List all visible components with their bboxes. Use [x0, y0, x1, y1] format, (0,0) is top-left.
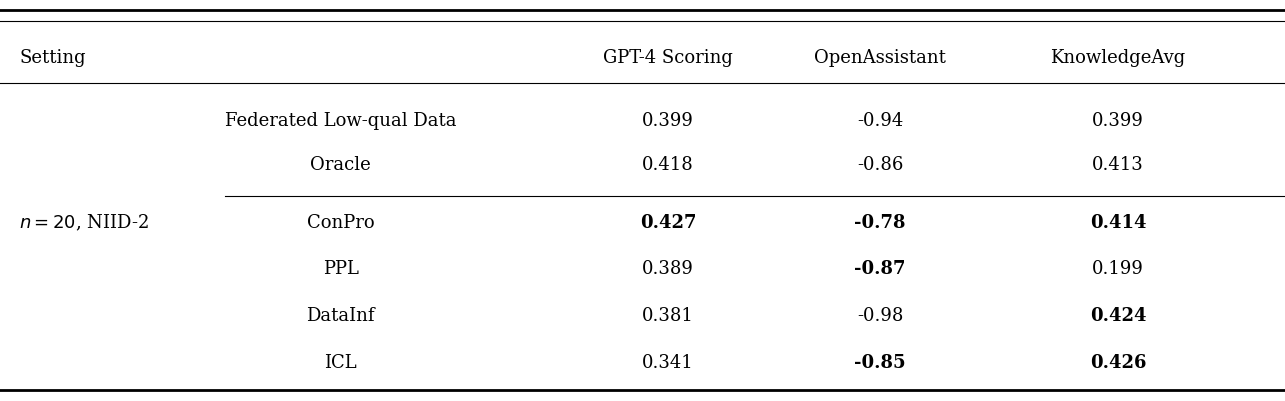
Text: 0.399: 0.399: [642, 111, 694, 129]
Text: -0.86: -0.86: [857, 156, 903, 173]
Text: GPT-4 Scoring: GPT-4 Scoring: [603, 49, 734, 67]
Text: KnowledgeAvg: KnowledgeAvg: [1050, 49, 1186, 67]
Text: 0.424: 0.424: [1090, 306, 1146, 324]
Text: -0.78: -0.78: [855, 214, 906, 231]
Text: 0.399: 0.399: [1092, 111, 1144, 129]
Text: 0.341: 0.341: [642, 353, 694, 371]
Text: ConPro: ConPro: [307, 214, 374, 231]
Text: -0.94: -0.94: [857, 111, 903, 129]
Text: -0.85: -0.85: [855, 353, 906, 371]
Text: Setting: Setting: [19, 49, 86, 67]
Text: 0.199: 0.199: [1092, 260, 1144, 277]
Text: 0.413: 0.413: [1092, 156, 1144, 173]
Text: Federated Low-qual Data: Federated Low-qual Data: [225, 111, 456, 129]
Text: 0.426: 0.426: [1090, 353, 1146, 371]
Text: 0.414: 0.414: [1090, 214, 1146, 231]
Text: -0.87: -0.87: [855, 260, 906, 277]
Text: 0.427: 0.427: [640, 214, 696, 231]
Text: Oracle: Oracle: [310, 156, 371, 173]
Text: 0.418: 0.418: [642, 156, 694, 173]
Text: 0.389: 0.389: [642, 260, 694, 277]
Text: OpenAssistant: OpenAssistant: [815, 49, 946, 67]
Text: 0.381: 0.381: [642, 306, 694, 324]
Text: -0.98: -0.98: [857, 306, 903, 324]
Text: ICL: ICL: [324, 353, 357, 371]
Text: PPL: PPL: [323, 260, 359, 277]
Text: $n = 20$, NIID-2: $n = 20$, NIID-2: [19, 213, 149, 233]
Text: DataInf: DataInf: [306, 306, 375, 324]
